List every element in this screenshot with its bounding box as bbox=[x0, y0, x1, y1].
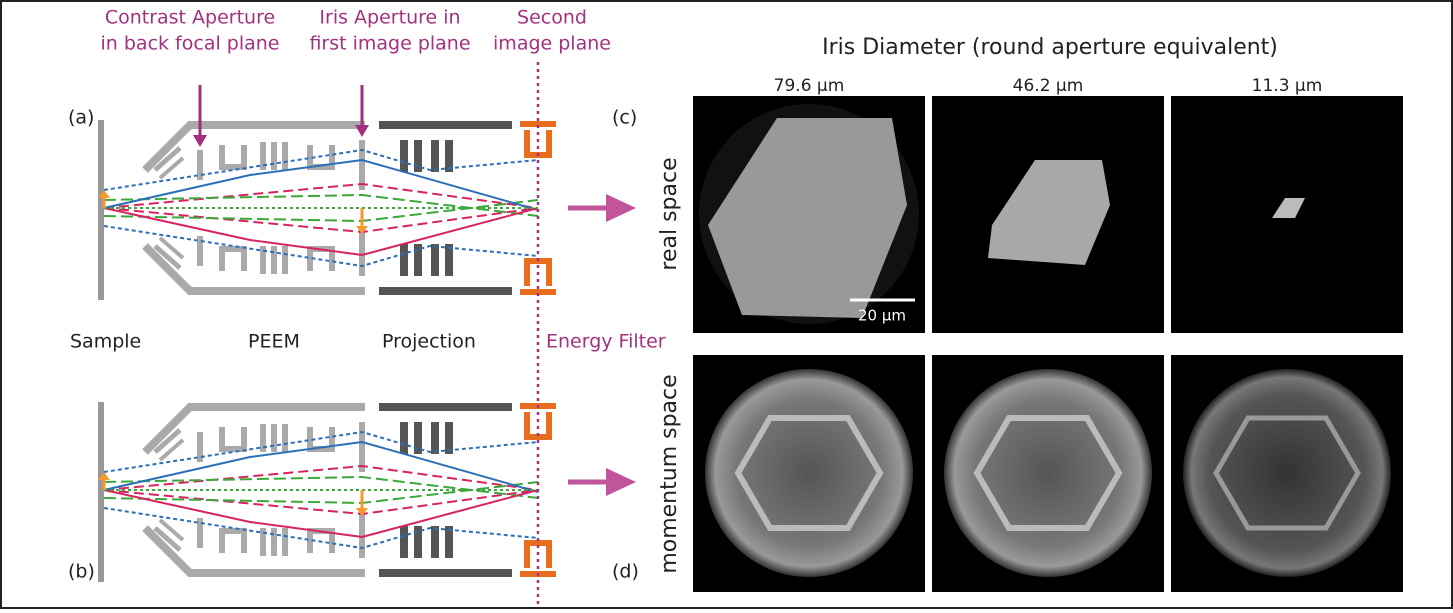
column-a bbox=[98, 120, 556, 300]
pointer bbox=[200, 85, 362, 140]
column-label: 79.6 µm bbox=[774, 76, 845, 96]
label: first image plane bbox=[309, 33, 470, 55]
label: PEEM bbox=[248, 331, 300, 353]
label: Second bbox=[517, 7, 587, 29]
panel-label: (d) bbox=[612, 561, 639, 583]
scale-bar-label: 20 µm bbox=[858, 307, 906, 325]
label: Sample bbox=[70, 331, 141, 353]
panel-label: (c) bbox=[612, 107, 637, 129]
image-grid: 20 µm bbox=[693, 96, 1403, 592]
label: in back focal plane bbox=[101, 33, 280, 55]
figure: Contrast Aperture in back focal plane Ir… bbox=[0, 0, 1453, 609]
label: Projection bbox=[382, 331, 476, 353]
label: Energy Filter bbox=[546, 331, 666, 353]
column-label: 11.3 µm bbox=[1252, 76, 1323, 96]
label: Contrast Aperture bbox=[105, 7, 275, 29]
panel-label: (b) bbox=[68, 561, 95, 583]
row-label: real space bbox=[657, 157, 682, 270]
images-title: Iris Diameter (round aperture equivalent… bbox=[822, 35, 1278, 60]
row-label: momentum space bbox=[657, 374, 682, 573]
column-label: 46.2 µm bbox=[1013, 76, 1084, 96]
label: Iris Aperture in bbox=[319, 7, 460, 29]
column-b bbox=[98, 402, 556, 582]
panel-label: (a) bbox=[68, 107, 94, 129]
label: image plane bbox=[493, 33, 611, 55]
